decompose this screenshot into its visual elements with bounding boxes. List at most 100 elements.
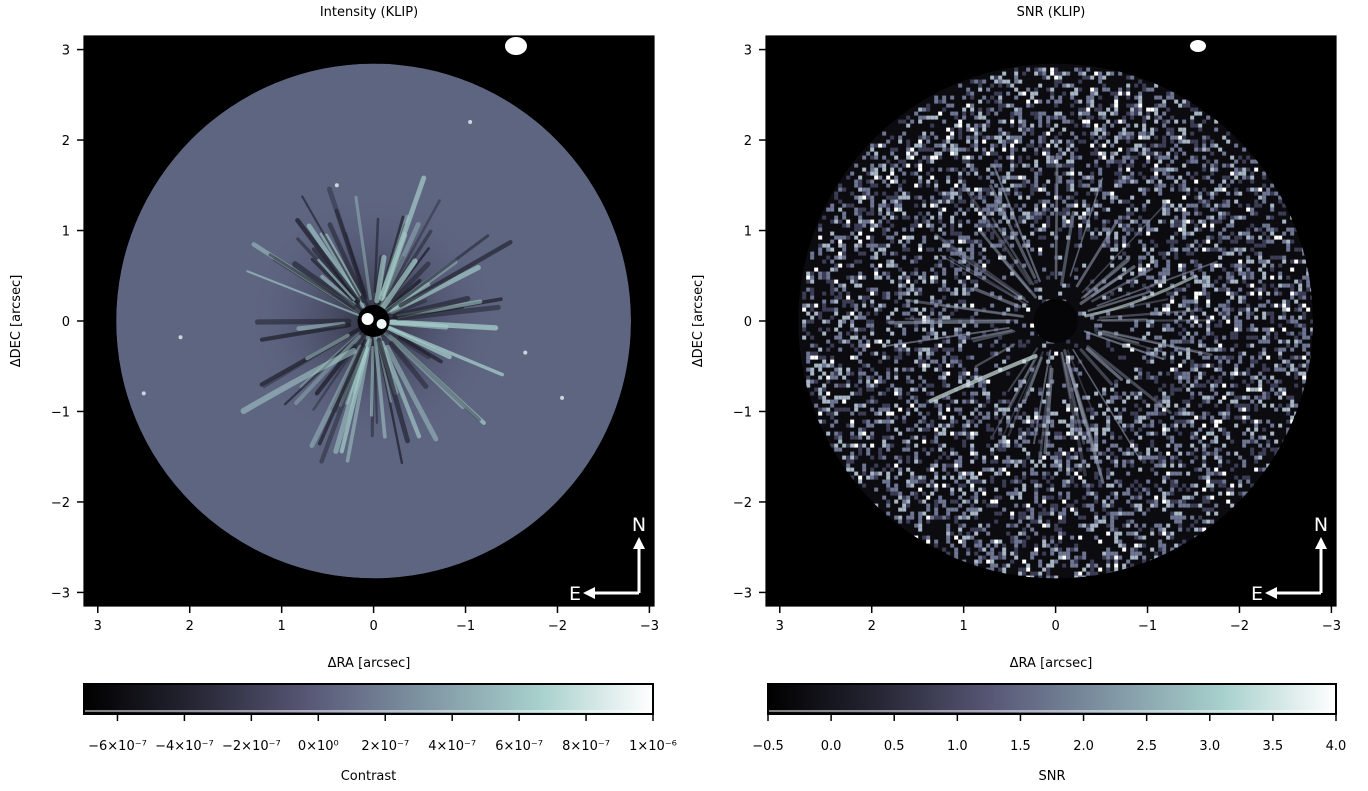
- snr-pixel: [834, 216, 838, 220]
- snr-pixel: [1138, 484, 1142, 488]
- snr-pixel: [1130, 212, 1134, 216]
- snr-pixel: [1014, 552, 1018, 556]
- snr-pixel: [1298, 284, 1302, 288]
- snr-pixel: [1026, 432, 1030, 436]
- snr-pixel: [898, 516, 902, 520]
- snr-pixel: [1250, 376, 1254, 380]
- snr-pixel: [1258, 388, 1262, 392]
- snr-pixel: [1066, 556, 1070, 560]
- snr-pixel: [974, 512, 978, 516]
- snr-pixel: [1182, 216, 1186, 220]
- snr-pixel: [1162, 492, 1166, 496]
- snr-pixel: [1206, 160, 1210, 164]
- snr-pixel: [890, 200, 894, 204]
- snr-pixel: [1078, 68, 1082, 72]
- snr-pixel: [1070, 112, 1074, 116]
- snr-pixel: [998, 100, 1002, 104]
- snr-pixel: [882, 132, 886, 136]
- snr-pixel: [1198, 308, 1202, 312]
- snr-pixel: [962, 424, 966, 428]
- snr-pixel: [934, 344, 938, 348]
- snr-pixel: [1154, 104, 1158, 108]
- snr-pixel: [1286, 300, 1290, 304]
- snr-pixel: [950, 152, 954, 156]
- snr-pixel: [878, 276, 882, 280]
- snr-pixel: [942, 372, 946, 376]
- snr-pixel: [1282, 220, 1286, 224]
- snr-pixel: [1030, 480, 1034, 484]
- snr-pixel: [1210, 520, 1214, 524]
- snr-pixel: [1070, 508, 1074, 512]
- snr-pixel: [1030, 168, 1034, 172]
- snr-pixel: [1142, 524, 1146, 528]
- snr-pixel: [1178, 188, 1182, 192]
- snr-pixel: [1218, 148, 1222, 152]
- snr-pixel: [854, 356, 858, 360]
- snr-pixel: [822, 408, 826, 412]
- snr-pixel: [974, 224, 978, 228]
- snr-pixel: [1170, 168, 1174, 172]
- snr-pixel: [934, 332, 938, 336]
- snr-pixel: [1058, 448, 1062, 452]
- snr-pixel: [1050, 212, 1054, 216]
- snr-pixel: [1146, 488, 1150, 492]
- snr-pixel: [1242, 248, 1246, 252]
- snr-pixel: [1066, 496, 1070, 500]
- snr-pixel: [886, 480, 890, 484]
- snr-pixel: [1114, 384, 1118, 388]
- snr-pixel: [1106, 132, 1110, 136]
- snr-pixel: [1062, 420, 1066, 424]
- snr-pixel: [1050, 420, 1054, 424]
- snr-pixel: [858, 432, 862, 436]
- snr-pixel: [970, 488, 974, 492]
- snr-pixel: [1230, 440, 1234, 444]
- snr-pixel: [866, 212, 870, 216]
- snr-pixel: [1126, 424, 1130, 428]
- snr-pixel: [954, 548, 958, 552]
- snr-pixel: [1126, 524, 1130, 528]
- snr-pixel: [914, 476, 918, 480]
- snr-pixel: [1042, 508, 1046, 512]
- snr-pixel: [1190, 116, 1194, 120]
- snr-pixel: [1142, 176, 1146, 180]
- snr-pixel: [1258, 252, 1262, 256]
- snr-pixel: [1286, 340, 1290, 344]
- snr-pixel: [1210, 484, 1214, 488]
- snr-pixel: [918, 140, 922, 144]
- snr-pixel: [866, 220, 870, 224]
- snr-pixel: [1130, 228, 1134, 232]
- snr-pixel: [1266, 440, 1270, 444]
- snr-pixel: [1086, 336, 1090, 340]
- snr-pixel: [1166, 108, 1170, 112]
- snr-pixel: [1066, 196, 1070, 200]
- snr-pixel: [1114, 496, 1118, 500]
- snr-pixel: [842, 300, 846, 304]
- snr-pixel: [1102, 556, 1106, 560]
- snr-pixel: [1214, 392, 1218, 396]
- snr-pixel: [994, 160, 998, 164]
- snr-pixel: [946, 536, 950, 540]
- snr-pixel: [1106, 468, 1110, 472]
- snr-pixel: [974, 492, 978, 496]
- snr-pixel: [1082, 112, 1086, 116]
- snr-pixel: [1082, 72, 1086, 76]
- snr-pixel: [1226, 432, 1230, 436]
- snr-pixel: [1246, 416, 1250, 420]
- snr-pixel: [1202, 220, 1206, 224]
- snr-pixel: [1230, 164, 1234, 168]
- point-source: [142, 391, 146, 395]
- snr-pixel: [998, 92, 1002, 96]
- snr-pixel: [1062, 172, 1066, 176]
- snr-pixel: [1066, 204, 1070, 208]
- snr-pixel: [1154, 380, 1158, 384]
- snr-pixel: [1018, 532, 1022, 536]
- snr-pixel: [1294, 372, 1298, 376]
- snr-pixel: [1154, 184, 1158, 188]
- snr-pixel: [982, 208, 986, 212]
- snr-pixel: [902, 440, 906, 444]
- snr-pixel: [1218, 344, 1222, 348]
- snr-pixel: [846, 316, 850, 320]
- snr-pixel: [1098, 108, 1102, 112]
- snr-pixel: [1210, 228, 1214, 232]
- snr-pixel: [894, 176, 898, 180]
